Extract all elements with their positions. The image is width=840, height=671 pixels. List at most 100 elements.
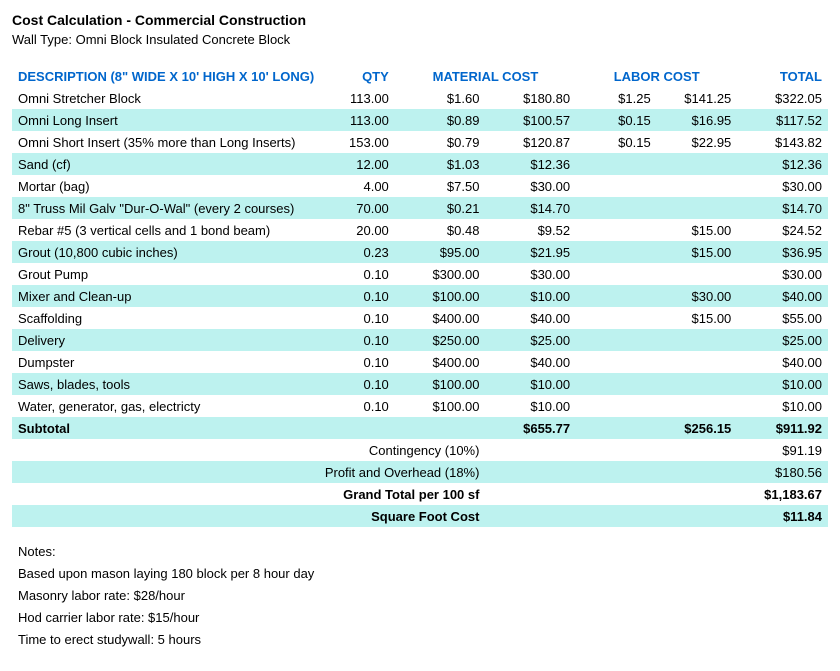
notes-header: Notes:	[12, 541, 828, 563]
cell-lab-unit: $0.15	[576, 131, 657, 153]
cell-mat-ext: $30.00	[485, 175, 576, 197]
cell-desc: Scaffolding	[12, 307, 324, 329]
cell-desc: Mortar (bag)	[12, 175, 324, 197]
cell-mat-unit: $0.48	[395, 219, 486, 241]
subtotal-row: Subtotal $655.77 $256.15 $911.92	[12, 417, 828, 439]
cell-mat-unit: $250.00	[395, 329, 486, 351]
cell-mat-unit: $400.00	[395, 351, 486, 373]
note-line: Based upon mason laying 180 block per 8 …	[12, 563, 828, 585]
cell-qty: 70.00	[324, 197, 395, 219]
table-row: Sand (cf)12.00$1.03$12.36$12.36	[12, 153, 828, 175]
cell-qty: 0.10	[324, 285, 395, 307]
cell-mat-unit: $0.21	[395, 197, 486, 219]
cell-mat-unit: $100.00	[395, 373, 486, 395]
cell-lab-ext	[657, 153, 738, 175]
table-row: Delivery0.10$250.00$25.00$25.00	[12, 329, 828, 351]
cell-desc: 8" Truss Mil Galv "Dur-O-Wal" (every 2 c…	[12, 197, 324, 219]
table-row: Dumpster0.10$400.00$40.00$40.00	[12, 351, 828, 373]
cell-total: $143.82	[737, 131, 828, 153]
cell-mat-unit: $7.50	[395, 175, 486, 197]
cell-desc: Saws, blades, tools	[12, 373, 324, 395]
cell-mat-ext: $12.36	[485, 153, 576, 175]
cell-lab-unit: $1.25	[576, 87, 657, 109]
subtotal-label: Subtotal	[12, 417, 324, 439]
cell-lab-ext	[657, 175, 738, 197]
cell-desc: Omni Stretcher Block	[12, 87, 324, 109]
summary-label: Profit and Overhead (18%)	[12, 461, 485, 483]
cell-lab-ext	[657, 263, 738, 285]
cell-desc: Mixer and Clean-up	[12, 285, 324, 307]
summary-row: Square Foot Cost $11.84	[12, 505, 828, 527]
cell-lab-ext: $141.25	[657, 87, 738, 109]
cell-total: $14.70	[737, 197, 828, 219]
cell-qty: 153.00	[324, 131, 395, 153]
cell-mat-unit: $1.60	[395, 87, 486, 109]
cell-total: $10.00	[737, 395, 828, 417]
cell-mat-ext: $100.57	[485, 109, 576, 131]
cell-qty: 113.00	[324, 109, 395, 131]
cell-lab-ext: $15.00	[657, 219, 738, 241]
summary-label: Square Foot Cost	[12, 505, 485, 527]
summary-total: $180.56	[737, 461, 828, 483]
cell-lab-unit	[576, 153, 657, 175]
table-row: Mixer and Clean-up0.10$100.00$10.00 $30.0…	[12, 285, 828, 307]
cell-mat-ext: $25.00	[485, 329, 576, 351]
cell-lab-ext	[657, 351, 738, 373]
cell-mat-unit: $100.00	[395, 395, 486, 417]
cell-qty: 20.00	[324, 219, 395, 241]
cell-qty: 0.10	[324, 307, 395, 329]
col-material: MATERIAL COST	[395, 65, 576, 87]
cost-table: DESCRIPTION (8" WIDE X 10' HIGH X 10' LO…	[12, 65, 828, 527]
cell-qty: 0.10	[324, 263, 395, 285]
summary-row: Grand Total per 100 sf$1,183.67	[12, 483, 828, 505]
cell-lab-ext: $15.00	[657, 241, 738, 263]
summary-total: $11.84	[737, 505, 828, 527]
cell-qty: 12.00	[324, 153, 395, 175]
cell-mat-ext: $40.00	[485, 351, 576, 373]
note-line: Time to erect studywall: 5 hours	[12, 629, 828, 651]
cell-mat-ext: $10.00	[485, 395, 576, 417]
cell-mat-ext: $10.00	[485, 285, 576, 307]
cell-total: $30.00	[737, 263, 828, 285]
cell-mat-unit: $400.00	[395, 307, 486, 329]
cell-mat-unit: $1.03	[395, 153, 486, 175]
cell-desc: Omni Long Insert	[12, 109, 324, 131]
summary-label: Contingency (10%)	[12, 439, 485, 461]
page-subtitle: Wall Type: Omni Block Insulated Concrete…	[12, 32, 828, 47]
cell-lab-unit	[576, 263, 657, 285]
cell-lab-ext: $16.95	[657, 109, 738, 131]
cell-lab-unit	[576, 373, 657, 395]
cell-mat-ext: $30.00	[485, 263, 576, 285]
cell-total: $117.52	[737, 109, 828, 131]
cell-mat-ext: $14.70	[485, 197, 576, 219]
note-line: Masonry labor rate: $28/hour	[12, 585, 828, 607]
subtotal-material: $655.77	[485, 417, 576, 439]
cell-mat-unit: $95.00	[395, 241, 486, 263]
cell-total: $322.05	[737, 87, 828, 109]
cell-qty: 0.10	[324, 351, 395, 373]
cell-desc: Sand (cf)	[12, 153, 324, 175]
cell-lab-ext: $30.00	[657, 285, 738, 307]
cell-total: $36.95	[737, 241, 828, 263]
cell-lab-ext	[657, 395, 738, 417]
cell-mat-ext: $120.87	[485, 131, 576, 153]
table-row: Grout Pump0.10$300.00$30.00$30.00	[12, 263, 828, 285]
cell-total: $10.00	[737, 373, 828, 395]
table-row: Mortar (bag)4.00$7.50$30.00$30.00	[12, 175, 828, 197]
table-row: Omni Long Insert113.00$0.89$100.57$0.15$…	[12, 109, 828, 131]
cell-desc: Grout Pump	[12, 263, 324, 285]
cell-lab-unit	[576, 219, 657, 241]
cell-mat-unit: $100.00	[395, 285, 486, 307]
table-row: Water, generator, gas, electricty0.10$10…	[12, 395, 828, 417]
summary-label: Grand Total per 100 sf	[12, 483, 485, 505]
table-row: Scaffolding0.10$400.00$40.00$15.00$55.00	[12, 307, 828, 329]
subtotal-total: $911.92	[737, 417, 828, 439]
col-description: DESCRIPTION (8" WIDE X 10' HIGH X 10' LO…	[12, 65, 324, 87]
table-row: Omni Short Insert (35% more than Long In…	[12, 131, 828, 153]
cell-lab-unit	[576, 197, 657, 219]
table-row: Saws, blades, tools0.10$100.00$10.00$10.…	[12, 373, 828, 395]
header-row: DESCRIPTION (8" WIDE X 10' HIGH X 10' LO…	[12, 65, 828, 87]
summary-row: Contingency (10%)$91.19	[12, 439, 828, 461]
cell-mat-ext: $9.52	[485, 219, 576, 241]
cell-qty: 113.00	[324, 87, 395, 109]
